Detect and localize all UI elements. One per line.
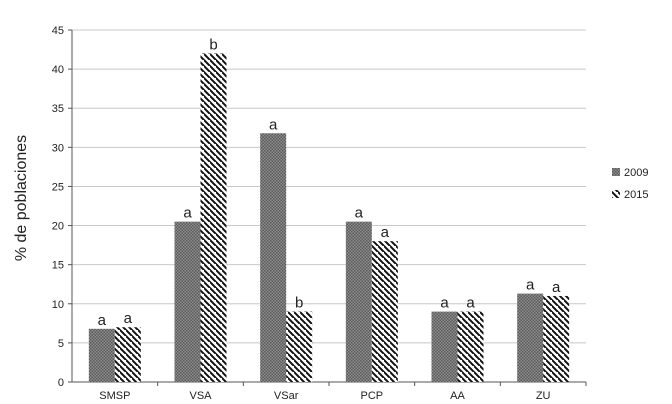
x-tick-label: AA bbox=[450, 390, 465, 402]
y-tick-label: 5 bbox=[58, 338, 64, 350]
significance-label: a bbox=[124, 310, 133, 327]
significance-label: a bbox=[98, 312, 107, 329]
y-tick-label: 15 bbox=[52, 260, 64, 272]
bar-2009-VSA bbox=[174, 221, 201, 382]
legend-label: 2009 bbox=[624, 167, 648, 179]
legend-swatch-2009 bbox=[612, 168, 620, 176]
y-tick-label: 0 bbox=[58, 377, 64, 389]
bar-2009-AA bbox=[431, 311, 458, 382]
y-tick-label: 10 bbox=[52, 299, 64, 311]
significance-label: a bbox=[526, 277, 535, 294]
significance-label: b bbox=[295, 295, 303, 312]
significance-label: a bbox=[552, 279, 561, 296]
y-tick-label: 25 bbox=[52, 181, 64, 193]
significance-label: a bbox=[269, 116, 278, 133]
legend-label: 2015 bbox=[624, 189, 648, 201]
y-tick-label: 20 bbox=[52, 221, 64, 233]
axes: 0 5 10 15 20 25 30 35 40 45 bbox=[52, 25, 587, 389]
grid-lines bbox=[72, 29, 586, 344]
bar-2009-PCP bbox=[345, 221, 372, 382]
significance-label: a bbox=[355, 205, 364, 222]
bars bbox=[88, 53, 570, 382]
bar-2009-ZU bbox=[517, 293, 544, 382]
x-tick-label: ZU bbox=[536, 390, 551, 402]
significance-label: b bbox=[209, 36, 217, 53]
bar-2015-VSA bbox=[200, 53, 227, 382]
x-tick-label: SMSP bbox=[99, 390, 130, 402]
significance-label: a bbox=[183, 205, 192, 222]
bar-2009-SMSP bbox=[88, 328, 115, 382]
x-tick-label: VSar bbox=[274, 390, 299, 402]
legend-swatch-2015 bbox=[612, 190, 620, 198]
legend: 2009 2015 bbox=[612, 167, 648, 201]
significance-label: a bbox=[381, 224, 390, 241]
bar-2015-ZU bbox=[543, 295, 570, 382]
x-tick-label: PCP bbox=[361, 390, 384, 402]
y-tick-label: 30 bbox=[52, 142, 64, 154]
bar-2015-SMSP bbox=[114, 327, 141, 382]
bar-2015-VSar bbox=[286, 311, 313, 382]
y-tick-label: 40 bbox=[52, 64, 64, 76]
y-axis-label: % de poblaciones bbox=[13, 135, 30, 261]
y-tick-label: 45 bbox=[52, 25, 64, 37]
bar-2015-AA bbox=[457, 311, 484, 382]
x-tick-label: VSA bbox=[189, 390, 212, 402]
significance-label: a bbox=[440, 295, 449, 312]
significance-label: a bbox=[466, 295, 475, 312]
bar-2009-VSar bbox=[260, 133, 287, 382]
bar-2015-PCP bbox=[371, 241, 398, 382]
y-tick-label: 35 bbox=[52, 103, 64, 115]
